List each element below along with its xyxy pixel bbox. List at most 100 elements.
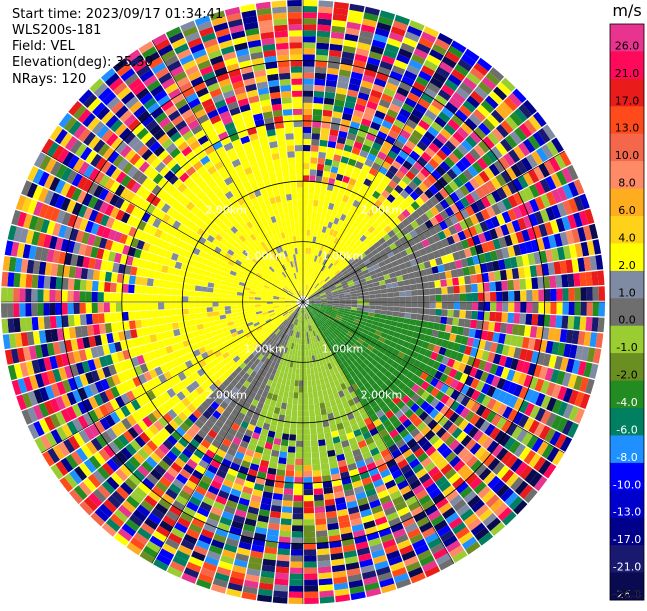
ppi-gate <box>424 349 433 358</box>
ppi-gate <box>441 84 455 97</box>
ppi-gate <box>303 229 307 236</box>
ppi-gate <box>536 147 549 163</box>
ppi-gate <box>364 106 376 116</box>
ppi-gate <box>136 384 147 396</box>
ppi-gate <box>414 368 424 378</box>
ppi-gate <box>142 444 154 456</box>
ppi-gate <box>314 372 320 380</box>
ppi-gate <box>375 225 384 233</box>
ppi-gate <box>65 185 77 199</box>
ppi-gate <box>284 300 291 302</box>
ppi-gate <box>171 210 181 220</box>
ppi-gate <box>485 72 501 86</box>
ppi-gate <box>423 334 432 343</box>
ppi-gate <box>17 378 28 394</box>
ppi-gate <box>546 447 560 463</box>
ppi-gate <box>568 244 578 259</box>
ppi-gate <box>532 225 542 239</box>
ppi-gate <box>486 331 494 342</box>
ppi-gate <box>68 435 81 450</box>
ppi-gate <box>332 294 339 298</box>
ppi-gate <box>57 441 70 457</box>
ppi-gate <box>255 445 264 454</box>
ppi-gate <box>164 280 172 289</box>
ppi-gate <box>193 433 204 444</box>
ppi-gate <box>350 293 357 297</box>
ppi-gate <box>227 367 235 375</box>
ppi-gate <box>135 185 147 197</box>
ppi-gate <box>194 419 205 429</box>
ppi-gate <box>308 303 315 307</box>
ppi-gate <box>280 524 292 532</box>
ppi-gate <box>345 562 360 571</box>
ppi-gate <box>313 90 325 98</box>
ppi-gate <box>260 570 275 579</box>
ppi-gate <box>332 436 341 444</box>
ppi-gate <box>414 325 422 333</box>
ppi-gate <box>321 281 327 287</box>
ppi-gate <box>438 416 449 427</box>
ppi-gate <box>346 132 357 141</box>
ppi-gate <box>416 421 427 432</box>
ppi-gate <box>291 297 298 300</box>
ppi-gate <box>516 428 528 443</box>
ppi-gate <box>307 305 314 310</box>
ppi-gate <box>146 192 156 204</box>
ppi-gate <box>490 302 497 312</box>
ppi-gate <box>496 483 510 498</box>
ppi-gate <box>186 384 195 394</box>
ppi-gate <box>435 390 445 401</box>
ppi-gate <box>298 338 302 345</box>
ppi-gate <box>311 379 317 387</box>
ppi-gate <box>419 521 433 533</box>
ppi-gate <box>307 285 311 291</box>
ppi-gate <box>61 212 72 226</box>
ppi-gate <box>402 418 413 429</box>
ppi-gate <box>387 365 396 374</box>
ppi-gate <box>533 476 548 492</box>
ppi-gate <box>215 362 224 371</box>
ppi-gate <box>171 384 181 395</box>
ppi-gate <box>128 275 136 285</box>
ppi-gate <box>331 258 337 265</box>
ppi-gate <box>334 269 341 276</box>
ppi-gate <box>452 342 461 352</box>
ppi-gate <box>347 197 355 205</box>
ppi-gate <box>387 76 401 87</box>
ppi-gate <box>46 342 55 356</box>
ppi-gate <box>509 131 523 145</box>
ppi-gate <box>89 383 99 396</box>
ppi-gate <box>236 295 243 299</box>
ppi-gate <box>441 309 448 317</box>
ppi-gate <box>266 300 273 302</box>
ppi-gate <box>451 164 463 176</box>
ppi-gate <box>393 59 408 70</box>
ppi-gate <box>500 224 510 236</box>
ppi-gate <box>304 326 307 333</box>
ppi-gate <box>544 289 551 301</box>
ppi-gate <box>351 296 358 300</box>
ppi-gate <box>275 382 282 390</box>
ppi-gate <box>319 308 326 312</box>
ppi-gate <box>287 308 294 313</box>
ppi-gate <box>263 285 270 289</box>
ppi-gate <box>227 321 235 327</box>
ppi-gate <box>23 213 33 229</box>
ppi-gate <box>147 270 156 279</box>
ppi-gate <box>258 317 265 322</box>
ppi-gate <box>327 254 333 262</box>
ppi-gate <box>190 453 201 465</box>
ppi-gate <box>333 485 344 493</box>
ppi-gate <box>354 256 362 263</box>
ppi-gate <box>292 361 297 369</box>
ppi-gate <box>182 308 189 315</box>
ppi-gate <box>559 151 572 167</box>
ppi-gate <box>346 21 361 30</box>
ppi-gate <box>231 266 239 273</box>
ppi-gate <box>417 262 426 271</box>
ppi-gate <box>459 373 469 384</box>
ppi-gate <box>225 313 233 319</box>
ppi-gate <box>549 430 562 446</box>
ppi-gate <box>274 291 281 295</box>
ppi-gate <box>396 275 404 282</box>
